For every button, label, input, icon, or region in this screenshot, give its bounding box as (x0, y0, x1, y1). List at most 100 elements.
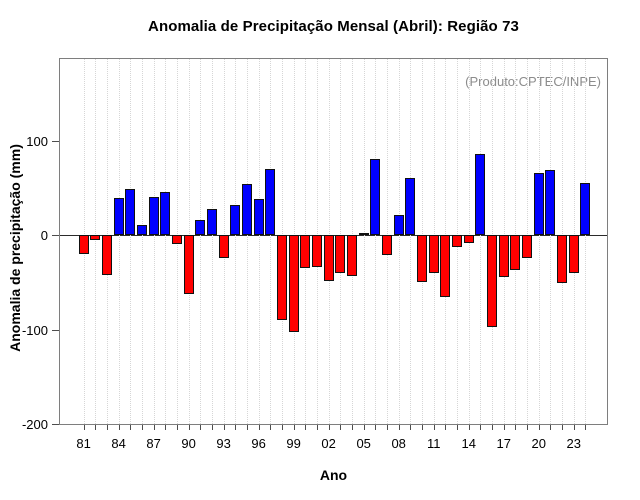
x-tick (246, 425, 248, 430)
x-tick (480, 425, 482, 430)
bar-year-87 (148, 196, 159, 236)
year-gridline (235, 59, 237, 424)
year-gridline (375, 59, 377, 424)
year-gridline (258, 59, 260, 424)
bar-year-94 (230, 205, 241, 236)
year-gridline (363, 59, 365, 424)
year-gridline (398, 59, 400, 424)
x-tick (445, 425, 447, 430)
bar-year-12 (440, 235, 451, 297)
x-tick (492, 425, 494, 430)
bar-year-21 (545, 170, 556, 236)
x-tick (211, 425, 213, 430)
bar-year-04 (347, 235, 357, 276)
x-tick (200, 425, 202, 430)
x-tick (83, 425, 85, 430)
x-tick-label-17: 17 (496, 436, 511, 451)
bar-year-98 (276, 235, 287, 321)
x-tick (95, 425, 97, 430)
bar-year-96 (253, 199, 264, 236)
year-gridline (585, 59, 587, 424)
bar-year-13 (452, 235, 463, 247)
y-tick-label-100: 100 (26, 134, 48, 149)
bar-year-97 (265, 169, 276, 236)
bar-year-95 (241, 184, 252, 236)
x-tick-label-84: 84 (111, 436, 126, 451)
bar-year-17 (498, 235, 509, 277)
x-tick (515, 425, 517, 430)
x-tick (223, 425, 225, 430)
bar-year-83 (101, 235, 112, 275)
year-gridline (130, 59, 132, 424)
x-tick (293, 425, 295, 430)
year-gridline (118, 59, 120, 424)
year-gridline (246, 59, 248, 424)
bar-year-05 (358, 233, 369, 236)
year-gridline (550, 59, 552, 424)
bar-year-85 (125, 189, 136, 236)
x-tick (457, 425, 459, 430)
y-tick-label--200: -200 (21, 416, 48, 432)
bar-year-15 (475, 154, 486, 236)
bar-year-00 (300, 235, 311, 269)
bar-year-06 (370, 158, 381, 236)
y-tick (52, 423, 59, 425)
x-tick (328, 425, 330, 430)
x-tick (352, 425, 353, 430)
year-gridline (538, 59, 540, 424)
x-tick (468, 425, 470, 430)
year-gridline (410, 59, 412, 424)
bar-year-18 (510, 235, 521, 271)
year-gridline (480, 59, 482, 424)
bar-year-11 (428, 235, 439, 274)
bar-year-93 (218, 235, 229, 258)
x-tick (387, 425, 389, 430)
plot-area: (Produto:CPTEC/INPE) (59, 58, 608, 425)
year-gridline (211, 59, 213, 424)
x-tick (118, 425, 120, 430)
x-tick (106, 425, 108, 430)
bar-year-91 (195, 220, 206, 236)
x-tick-label-87: 87 (146, 436, 161, 451)
bar-year-92 (206, 208, 217, 236)
x-tick (433, 425, 435, 430)
x-tick-label-93: 93 (216, 436, 231, 451)
x-tick-label-90: 90 (181, 436, 196, 451)
x-tick-label-96: 96 (251, 436, 266, 451)
x-axis-label: Ano (319, 467, 348, 483)
year-gridline (153, 59, 155, 424)
y-tick-label--100: -100 (21, 322, 48, 338)
x-tick (363, 425, 365, 430)
bar-year-10 (417, 235, 428, 282)
bar-year-22 (557, 235, 568, 284)
x-tick-label-99: 99 (286, 436, 301, 451)
x-tick (141, 425, 143, 430)
y-tick (52, 329, 59, 331)
x-tick (165, 425, 167, 430)
year-gridline (200, 59, 202, 424)
bar-year-19 (522, 235, 533, 258)
bar-year-09 (405, 177, 416, 236)
x-tick (410, 425, 412, 430)
x-tick (538, 425, 540, 430)
x-tick (153, 425, 155, 430)
x-tick-label-11: 11 (426, 436, 441, 451)
year-gridline (95, 59, 97, 424)
bar-year-20 (533, 173, 544, 236)
x-tick (422, 425, 424, 430)
year-gridline (141, 59, 143, 424)
x-tick (235, 425, 237, 430)
x-tick (188, 425, 190, 430)
year-gridline (270, 59, 272, 424)
x-tick (562, 425, 564, 430)
x-tick (585, 425, 587, 430)
x-tick (258, 425, 260, 430)
x-tick (550, 425, 552, 430)
year-gridline (165, 59, 167, 424)
y-tick (52, 235, 59, 237)
x-tick (130, 425, 132, 430)
bar-year-99 (288, 235, 299, 333)
x-tick (281, 425, 283, 430)
chart-title: Anomalia de Precipitação Mensal (Abril):… (148, 18, 519, 35)
